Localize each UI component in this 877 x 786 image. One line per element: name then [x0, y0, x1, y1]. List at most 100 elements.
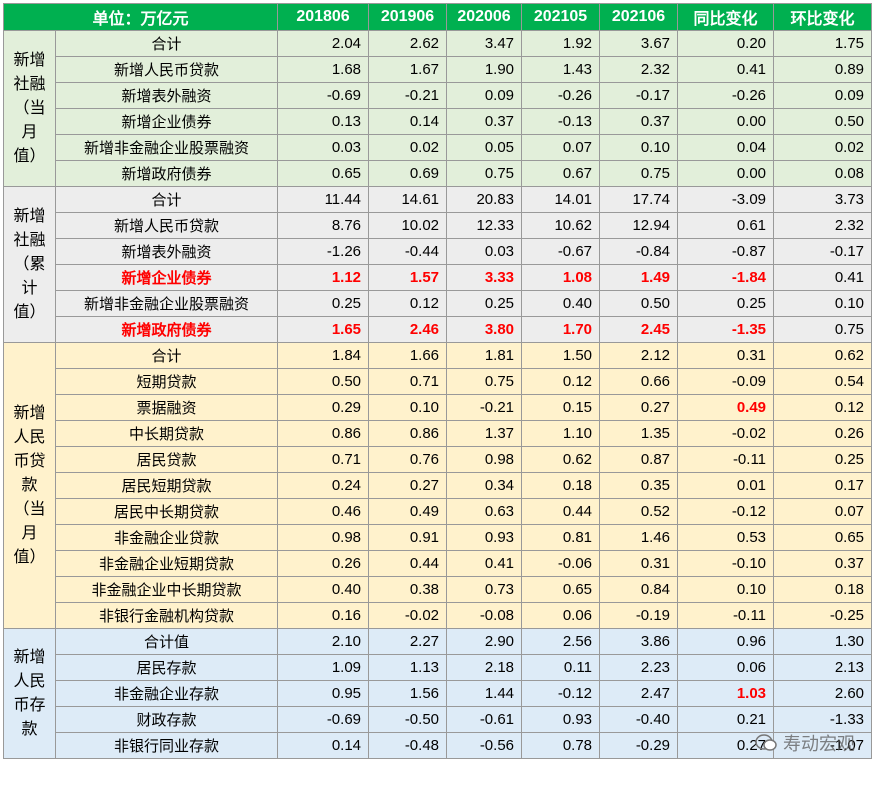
value-cell: 0.02 — [368, 134, 448, 161]
value-cell: 0.98 — [277, 524, 370, 551]
value-cell: 2.47 — [599, 680, 679, 707]
row-label: 票据融资 — [54, 394, 279, 421]
value-cell: 0.17 — [773, 472, 873, 499]
value-cell: -1.07 — [773, 732, 873, 759]
value-cell: -0.26 — [521, 82, 601, 109]
value-cell: 0.09 — [773, 82, 873, 109]
value-cell: 0.10 — [368, 394, 448, 421]
value-cell: 0.53 — [677, 524, 775, 551]
value-cell: 1.66 — [368, 342, 448, 369]
value-cell: 1.03 — [677, 680, 775, 707]
value-cell: 1.70 — [521, 316, 601, 343]
column-header: 单位：万亿元 — [2, 3, 279, 31]
value-cell: 0.65 — [773, 524, 873, 551]
value-cell: 0.69 — [368, 160, 448, 187]
table-row: 新增社融（当月值） 合计 2.04 2.62 3.47 1.92 3.67 0.20 1.75 — [3, 30, 873, 187]
value-cell: 1.30 — [773, 628, 873, 655]
value-cell: -0.09 — [677, 368, 775, 395]
value-cell: 0.62 — [773, 342, 873, 369]
value-cell: 2.45 — [599, 316, 679, 343]
value-cell: -0.06 — [521, 550, 601, 577]
table-row: 非金融企业存款 0.95 1.56 1.44 -0.12 2.47 1.03 2.60 — [3, 680, 873, 707]
row-label: 居民贷款 — [54, 446, 279, 473]
table-row: 新增社融（累计值） 合计 11.44 14.61 20.83 14.01 17.74 -3.0… — [3, 186, 873, 343]
value-cell: 8.76 — [277, 212, 370, 239]
column-header: 环比变化 — [773, 3, 873, 31]
value-cell: 0.50 — [599, 290, 679, 317]
value-cell: 0.06 — [677, 654, 775, 681]
value-cell: 1.75 — [773, 30, 873, 57]
value-cell: 0.76 — [368, 446, 448, 473]
row-label: 居民短期贷款 — [54, 472, 279, 499]
value-cell: 14.61 — [368, 186, 448, 213]
row-label: 非银行同业存款 — [54, 732, 279, 759]
value-cell: 3.67 — [599, 30, 679, 57]
value-cell: 1.08 — [521, 264, 601, 291]
value-cell: 1.67 — [368, 56, 448, 83]
value-cell: 2.23 — [599, 654, 679, 681]
value-cell: 0.37 — [446, 108, 523, 135]
value-cell: 0.25 — [677, 290, 775, 317]
table-row: 新增表外融资 -1.26 -0.44 0.03 -0.67 -0.84 -0.87 -0.17 — [3, 238, 873, 265]
value-cell: 1.90 — [446, 56, 523, 83]
value-cell: -0.10 — [677, 550, 775, 577]
row-label: 合计值 — [54, 628, 279, 655]
value-cell: 0.04 — [677, 134, 775, 161]
row-label: 新增政府债券 — [54, 316, 279, 343]
value-cell: 0.21 — [677, 706, 775, 733]
value-cell: 1.81 — [446, 342, 523, 369]
value-cell: 0.65 — [277, 160, 370, 187]
value-cell: -0.11 — [677, 446, 775, 473]
row-label: 财政存款 — [54, 706, 279, 733]
value-cell: 1.57 — [368, 264, 448, 291]
value-cell: 0.71 — [368, 368, 448, 395]
value-cell: 0.14 — [368, 108, 448, 135]
row-label: 合计 — [54, 186, 279, 213]
value-cell: 0.71 — [277, 446, 370, 473]
table-body: 新增社融（当月值） 合计 2.04 2.62 3.47 1.92 3.67 0.20 1.75 新… — [3, 30, 873, 759]
column-header: 202105 — [521, 3, 601, 31]
value-cell: -1.33 — [773, 706, 873, 733]
value-cell: 1.10 — [521, 420, 601, 447]
table-row: 新增人民币贷款 1.68 1.67 1.90 1.43 2.32 0.41 0.89 — [3, 56, 873, 83]
value-cell: 10.02 — [368, 212, 448, 239]
row-label: 居民中长期贷款 — [54, 498, 279, 525]
value-cell: -0.87 — [677, 238, 775, 265]
row-label: 新增人民币贷款 — [54, 212, 279, 239]
value-cell: 0.11 — [521, 654, 601, 681]
value-cell: 2.27 — [368, 628, 448, 655]
value-cell: 0.00 — [677, 160, 775, 187]
value-cell: 1.65 — [277, 316, 370, 343]
value-cell: 2.46 — [368, 316, 448, 343]
value-cell: -0.26 — [677, 82, 775, 109]
value-cell: 0.93 — [521, 706, 601, 733]
value-cell: 0.12 — [773, 394, 873, 421]
group-label: 新增社融（累计值） — [3, 186, 56, 343]
value-cell: 0.16 — [277, 602, 370, 629]
table-row: 中长期贷款 0.86 0.86 1.37 1.10 1.35 -0.02 0.26 — [3, 420, 873, 447]
value-cell: 2.04 — [277, 30, 370, 57]
value-cell: 0.20 — [677, 30, 775, 57]
value-cell: 0.25 — [773, 446, 873, 473]
value-cell: -0.25 — [773, 602, 873, 629]
value-cell: -0.11 — [677, 602, 775, 629]
value-cell: 12.33 — [446, 212, 523, 239]
value-cell: 0.37 — [773, 550, 873, 577]
row-label: 新增政府债券 — [54, 160, 279, 187]
row-label: 新增表外融资 — [54, 238, 279, 265]
value-cell: -0.02 — [677, 420, 775, 447]
table-row: 居民贷款 0.71 0.76 0.98 0.62 0.87 -0.11 0.25 — [3, 446, 873, 473]
value-cell: 2.13 — [773, 654, 873, 681]
value-cell: 0.37 — [599, 108, 679, 135]
value-cell: 0.01 — [677, 472, 775, 499]
value-cell: 0.81 — [521, 524, 601, 551]
value-cell: 0.18 — [773, 576, 873, 603]
value-cell: 0.61 — [677, 212, 775, 239]
value-cell: -1.84 — [677, 264, 775, 291]
value-cell: -0.61 — [446, 706, 523, 733]
value-cell: 0.75 — [446, 368, 523, 395]
value-cell: 0.10 — [773, 290, 873, 317]
value-cell: -0.69 — [277, 706, 370, 733]
value-cell: 17.74 — [599, 186, 679, 213]
table-row: 非金融企业中长期贷款 0.40 0.38 0.73 0.65 0.84 0.10 0.18 — [3, 576, 873, 603]
